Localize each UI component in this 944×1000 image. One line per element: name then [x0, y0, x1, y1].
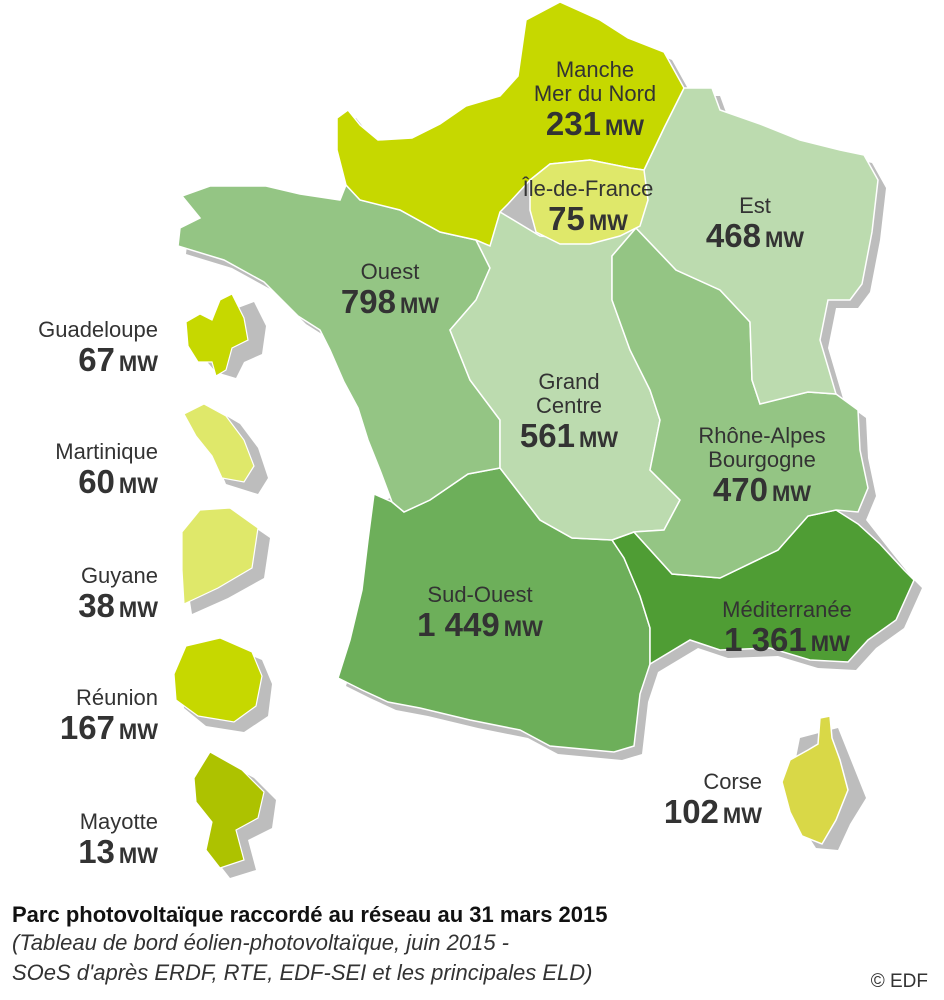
territory-value: 60	[78, 462, 115, 500]
label-sudouest: Sud-Ouest 1 449 MW	[390, 583, 570, 642]
territory-value: 67	[78, 340, 115, 378]
label-martinique: Martinique 60 MW	[0, 440, 158, 499]
unit-label: MW	[118, 842, 158, 868]
unit-label: MW	[764, 226, 805, 252]
region-name: Sud-Ouest	[427, 582, 533, 607]
region-value: 102	[663, 792, 719, 830]
region-name: Est	[739, 193, 771, 218]
region-value: 561	[519, 416, 575, 454]
label-idf: Île-de-France 75 MW	[488, 177, 688, 236]
region-name-line1: Rhône-Alpes	[698, 423, 826, 448]
region-manche-shape	[336, 1, 685, 248]
unit-label: MW	[810, 630, 850, 656]
unit-label: MW	[771, 480, 812, 506]
region-name-line1: Grand	[538, 369, 600, 394]
region-name-line2: Mer du Nord	[533, 80, 657, 106]
label-mayotte: Mayotte 13 MW	[0, 810, 158, 869]
territory-name: Guadeloupe	[38, 317, 158, 342]
region-name: Corse	[703, 769, 762, 794]
label-reunion: Réunion 167 MW	[0, 686, 158, 745]
territory-value: 38	[78, 586, 115, 624]
territory-name: Mayotte	[79, 809, 158, 834]
region-value: 798	[340, 282, 396, 320]
caption-source-line1: (Tableau de bord éolien-photovoltaïque, …	[12, 930, 509, 955]
region-name: Île-de-France	[522, 176, 654, 201]
unit-label: MW	[578, 426, 619, 452]
territory-value: 167	[59, 708, 115, 746]
territory-value: 13	[78, 832, 115, 870]
region-name: Ouest	[360, 259, 420, 284]
region-name: Grand Centre	[496, 370, 642, 418]
martinique-shape	[183, 403, 255, 483]
region-est-shape	[635, 87, 879, 405]
unit-label: MW	[118, 718, 158, 744]
territory-name: Martinique	[55, 439, 158, 464]
mayotte-shape	[193, 751, 265, 869]
region-value: 231	[545, 104, 601, 142]
region-name-line2: Centre	[535, 392, 603, 418]
region-corse-shape	[781, 715, 849, 845]
unit-label: MW	[118, 472, 158, 498]
label-manche: Manche Mer du Nord 231 MW	[500, 58, 690, 141]
unit-label: MW	[118, 350, 158, 376]
map-caption: Parc photovoltaïque raccordé au réseau a…	[12, 902, 812, 988]
caption-source-line2: SOeS d'après ERDF, RTE, EDF-SEI et les p…	[12, 959, 593, 985]
region-name: Méditerranée	[722, 597, 852, 622]
label-med: Méditerranée 1 361 MW	[692, 598, 882, 657]
label-centre: Grand Centre 561 MW	[496, 370, 642, 453]
unit-label: MW	[604, 114, 645, 140]
unit-label: MW	[588, 209, 628, 235]
unit-label: MW	[399, 292, 440, 318]
label-guyane: Guyane 38 MW	[0, 564, 158, 623]
region-value: 1 361	[724, 620, 807, 658]
label-ouest: Ouest 798 MW	[320, 260, 460, 319]
label-rhone: Rhône-Alpes Bourgogne 470 MW	[672, 424, 852, 507]
label-corse: Corse 102 MW	[592, 770, 762, 829]
guadeloupe-shape	[185, 293, 249, 377]
unit-label: MW	[503, 615, 543, 641]
label-guadeloupe: Guadeloupe 67 MW	[0, 318, 158, 377]
copyright-notice: © EDF	[870, 971, 928, 992]
region-idf-shape	[529, 159, 649, 245]
caption-title: Parc photovoltaïque raccordé au réseau a…	[12, 902, 608, 927]
region-value: 1 449	[417, 605, 500, 643]
region-name-line2: Bourgogne	[708, 446, 816, 472]
region-name-line1: Manche	[555, 57, 635, 82]
territory-name: Réunion	[76, 685, 158, 710]
unit-label: MW	[118, 596, 158, 622]
reunion-shape	[173, 637, 263, 723]
region-name: Manche Mer du Nord	[500, 58, 690, 106]
territory-name: Guyane	[80, 563, 158, 588]
region-value: 470	[712, 470, 768, 508]
label-est: Est 468 MW	[690, 194, 820, 253]
region-value: 75	[548, 199, 585, 237]
unit-label: MW	[722, 802, 762, 828]
guyane-shape	[181, 507, 259, 605]
region-value: 468	[705, 216, 761, 254]
region-name: Rhône-Alpes Bourgogne	[672, 424, 852, 472]
